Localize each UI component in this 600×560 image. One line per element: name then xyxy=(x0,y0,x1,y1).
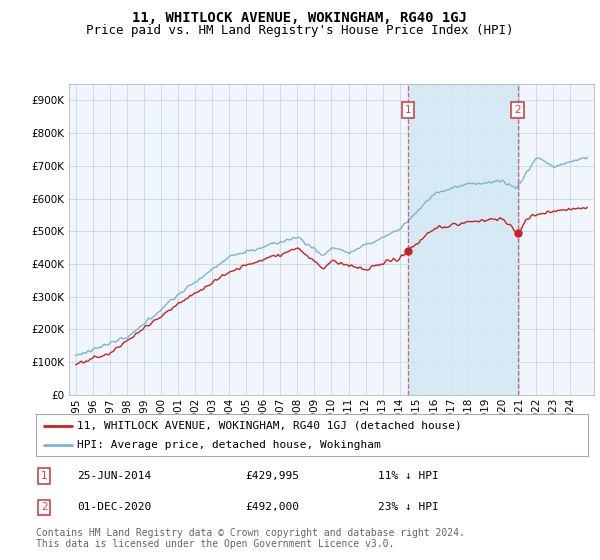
Text: 11% ↓ HPI: 11% ↓ HPI xyxy=(378,471,439,481)
Text: 2: 2 xyxy=(41,502,47,512)
Text: £429,995: £429,995 xyxy=(246,471,300,481)
Text: 23% ↓ HPI: 23% ↓ HPI xyxy=(378,502,439,512)
Text: HPI: Average price, detached house, Wokingham: HPI: Average price, detached house, Woki… xyxy=(77,440,381,450)
Bar xyxy=(408,84,518,395)
Text: 1: 1 xyxy=(41,471,47,481)
Text: Price paid vs. HM Land Registry's House Price Index (HPI): Price paid vs. HM Land Registry's House … xyxy=(86,24,514,36)
Text: 25-JUN-2014: 25-JUN-2014 xyxy=(77,471,152,481)
Text: 1: 1 xyxy=(404,105,411,115)
Text: Contains HM Land Registry data © Crown copyright and database right 2024.
This d: Contains HM Land Registry data © Crown c… xyxy=(36,528,465,549)
Text: 2: 2 xyxy=(514,105,521,115)
Text: 01-DEC-2020: 01-DEC-2020 xyxy=(77,502,152,512)
Text: 11, WHITLOCK AVENUE, WOKINGHAM, RG40 1GJ (detached house): 11, WHITLOCK AVENUE, WOKINGHAM, RG40 1GJ… xyxy=(77,421,462,431)
Text: £492,000: £492,000 xyxy=(246,502,300,512)
Text: 11, WHITLOCK AVENUE, WOKINGHAM, RG40 1GJ: 11, WHITLOCK AVENUE, WOKINGHAM, RG40 1GJ xyxy=(133,11,467,25)
